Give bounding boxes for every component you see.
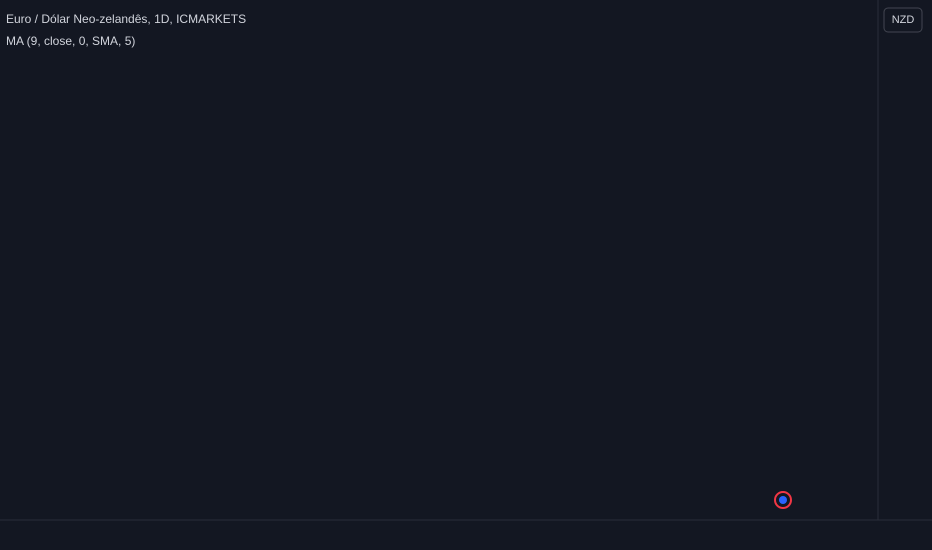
event-icon-core [779,496,787,504]
currency-button[interactable] [883,7,923,33]
chart-title: Euro / Dólar Neo-zelandês, 1D, ICMARKETS [6,12,246,26]
currency-label[interactable]: NZD [892,14,915,26]
indicator-label: MA (9, close, 0, SMA, 5) [6,34,135,48]
